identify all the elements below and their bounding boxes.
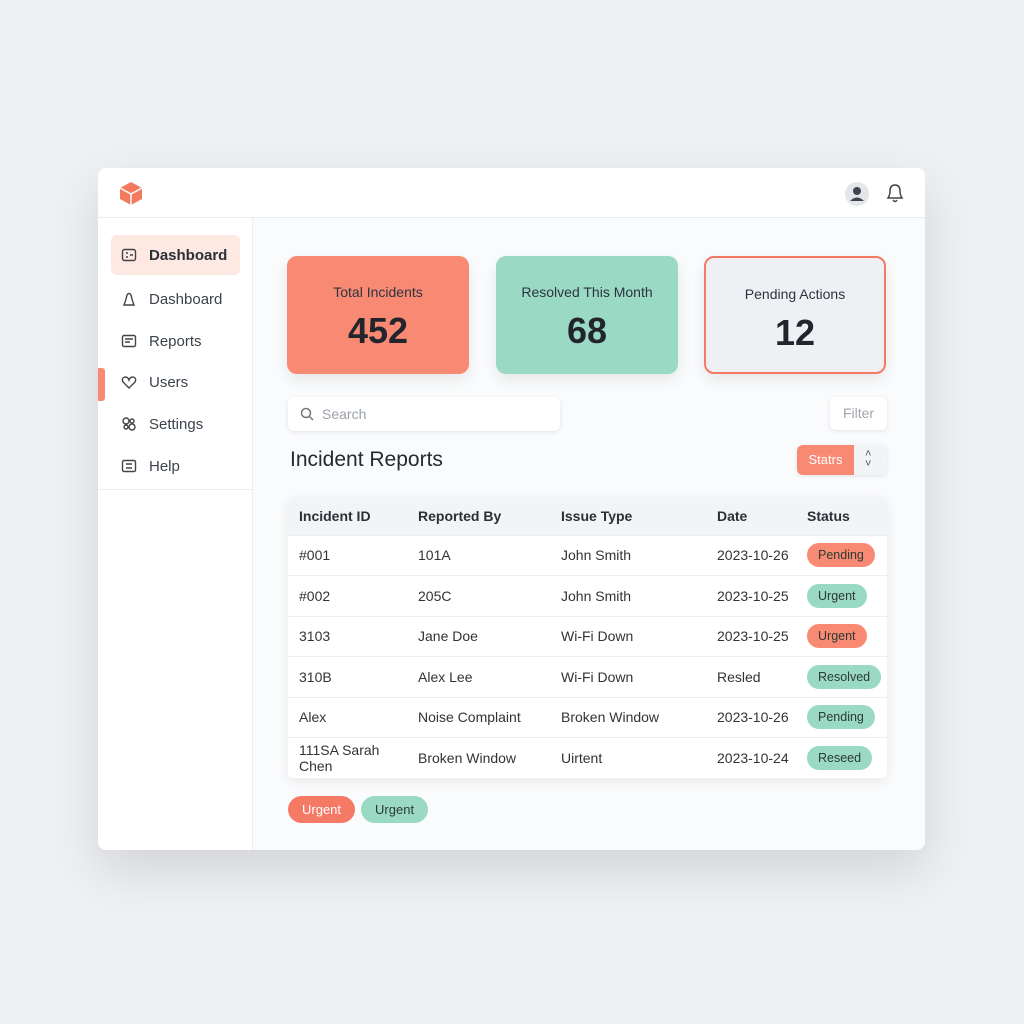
sidebar: Dashboard Dashboard Reports Users Settings He… [98,218,253,850]
status-badge: Pending [807,543,875,568]
table-row: #002 205C John Smith 2023-10-25 Urgent [288,575,887,616]
stat-card: Total Incidents 452 [287,256,469,374]
nav-icon [121,459,137,473]
table-cell: Broken Window [407,737,550,778]
table-cell: Jane Doe [407,615,550,657]
stat-value: 452 [347,310,409,351]
active-indicator [98,368,105,401]
nav-label: Help [149,457,180,475]
status-badge: Urgent [807,583,867,608]
nav-icon [122,292,136,306]
logo [119,182,143,205]
table-cell: Urgent [796,575,887,616]
tag[interactable]: Urgent [361,796,429,823]
nav-label: Settings [149,415,204,433]
table-cell: 205C [407,575,550,616]
table-cell: 2023-10-26 [706,696,796,738]
column-header: Issue Type [550,497,706,535]
nav-label: Reports [149,332,202,350]
tag[interactable]: Urgent [288,796,356,823]
section-title: Incident Reports [290,448,443,471]
table-cell: Pending [796,534,887,576]
search-placeholder: Search [322,406,367,422]
bell-icon[interactable] [884,181,906,205]
table-cell: Broken Window [550,696,706,738]
nav-item[interactable]: Reports [111,321,240,361]
stat-card: Resolved This Month 68 [496,256,678,374]
table-cell: 310B [288,656,407,697]
incident-table: Incident ID Reported By Issue Type Date Stat… [288,497,887,778]
table-cell: 101A [407,534,550,576]
table-cell: #002 [288,575,407,616]
table-row: #001 101A John Smith 2023-10-26 Pending [288,534,887,576]
table-row: 3103 Jane Doe Wi-Fi Down 2023-10-25 Urgent [288,615,887,657]
divider [98,489,253,490]
table-cell: Uirtent [550,737,706,778]
nav-item[interactable]: Dashboard [111,279,240,319]
table-row: 310B Alex Lee Wi-Fi Down Resled Resolved [288,656,887,697]
stat-label: Resolved This Month [521,284,653,300]
table-cell: Reseed [796,737,887,778]
top-bar [98,168,925,218]
stat-card: Pending Actions 12 [704,256,886,374]
stat-value: 12 [774,312,816,353]
table-cell: Urgent [796,615,887,657]
nav-icon [122,417,136,431]
nav-item[interactable]: Help [111,446,240,486]
tag-row: Urgent Urgent [288,796,429,823]
column-header: Status [796,497,887,535]
table-cell: Wi-Fi Down [550,615,706,657]
search-box[interactable]: Search [288,397,560,431]
stat-label: Pending Actions [744,286,846,302]
table-cell: Resolved [796,656,887,697]
sort-arrows: ˄ ˅ [865,448,872,470]
nav-icon [121,248,137,262]
nav-label: Dashboard [149,246,228,264]
table-cell: 3103 [288,615,407,657]
nav-label: Dashboard [149,290,223,308]
status-badge: Pending [807,705,875,730]
nav-item[interactable]: Dashboard [111,235,240,275]
status-badge: Urgent [807,624,867,649]
table-cell: #001 [288,534,407,576]
sort-button[interactable]: Statrs [797,445,854,475]
table-cell: 111SA Sarah Chen [288,737,407,778]
avatar[interactable] [844,181,870,207]
table-cell: Resled [706,656,796,697]
table-cell: 2023-10-25 [706,575,796,616]
table-cell: 2023-10-24 [706,737,796,778]
window: Dashboard Dashboard Reports Users Settings He… [98,168,925,850]
sort-control[interactable]: Statrs ˄ ˅ [797,445,887,475]
nav-label: Users [149,373,189,391]
column-header: Date [706,497,796,535]
stat-value: 68 [566,310,608,351]
nav-icon [121,376,137,389]
filter-button[interactable]: Filter [830,397,887,430]
column-header: Reported By [407,497,550,535]
table-cell: Wi-Fi Down [550,656,706,697]
table-cell: 2023-10-26 [706,534,796,576]
status-badge: Reseed [807,746,873,770]
nav-icon [121,334,137,348]
table-cell: Alex Lee [407,656,550,697]
status-badge: Resolved [807,664,882,689]
search-icon [300,407,314,421]
table-cell: Alex [288,696,407,738]
table-row: Alex Noise Complaint Broken Window 2023-10-… [288,696,887,738]
column-header: Incident ID [288,497,407,535]
table-cell: John Smith [550,534,706,576]
nav-item[interactable]: Settings [111,404,240,444]
nav-item[interactable]: Users [111,362,240,402]
header-row: Incident ID Reported By Issue Type Date Stat… [288,497,887,535]
stat-label: Total Incidents [333,284,423,300]
table-cell: Pending [796,696,887,738]
table-cell: John Smith [550,575,706,616]
table-cell: 2023-10-25 [706,615,796,657]
table-cell: Noise Complaint [407,696,550,738]
table-container: Incident ID Reported By Issue Type Date Stat… [288,497,887,778]
table-row: 111SA Sarah Chen Broken Window Uirtent 2023… [288,737,887,778]
